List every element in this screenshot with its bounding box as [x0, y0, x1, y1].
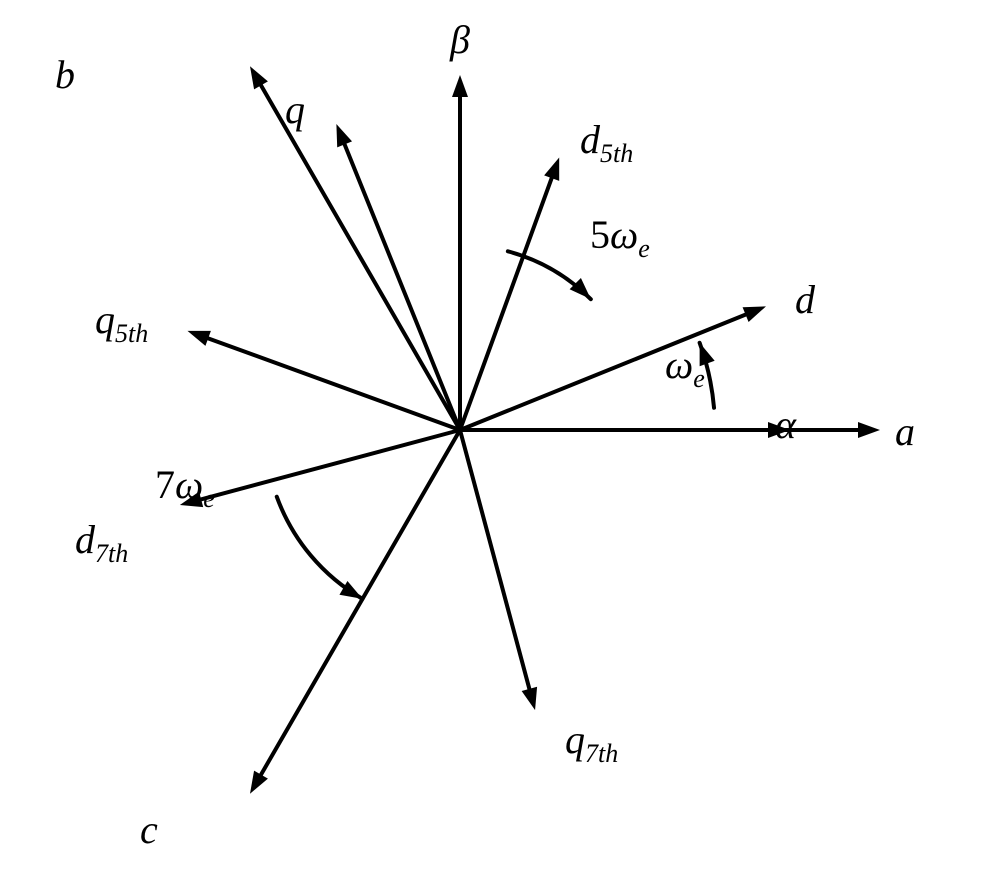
axis-q7th-arrowhead: [522, 687, 537, 710]
label-alpha: α: [775, 405, 796, 445]
axis-q5th-arrowhead: [187, 331, 210, 346]
axis-q5th-line: [199, 335, 460, 430]
label-beta: β: [450, 20, 470, 60]
label-c: c: [140, 810, 158, 850]
axis-q-arrowhead: [336, 124, 352, 147]
label-5we: 5ωe: [590, 215, 650, 262]
coordinate-frame-diagram: [0, 0, 987, 870]
axis-c-line: [256, 430, 460, 783]
axis-c-arrowhead: [250, 771, 268, 794]
label-d5th: d5th: [580, 120, 633, 167]
label-a: a: [895, 412, 915, 452]
label-q7th: q7th: [565, 720, 618, 767]
label-b: b: [55, 55, 75, 95]
label-d: d: [795, 280, 815, 320]
arc-7we: [277, 497, 363, 599]
label-q5th: q5th: [95, 300, 148, 347]
axis-d-line: [460, 311, 755, 430]
axis-d5th-line: [460, 169, 555, 430]
axis-beta-arrowhead: [452, 75, 468, 97]
label-7we: 7ωe: [155, 465, 215, 512]
axis-d-arrowhead: [743, 306, 766, 322]
axis-q-line: [341, 135, 460, 430]
label-d7th: d7th: [75, 520, 128, 567]
axis-d5th-arrowhead: [544, 157, 559, 180]
axis-b-arrowhead: [250, 66, 268, 89]
label-we: ωe: [665, 345, 705, 392]
axis-q7th-line: [460, 430, 532, 698]
axis-a-arrowhead: [858, 422, 880, 438]
axis-d7th-line: [192, 430, 460, 502]
label-q: q: [285, 90, 305, 130]
